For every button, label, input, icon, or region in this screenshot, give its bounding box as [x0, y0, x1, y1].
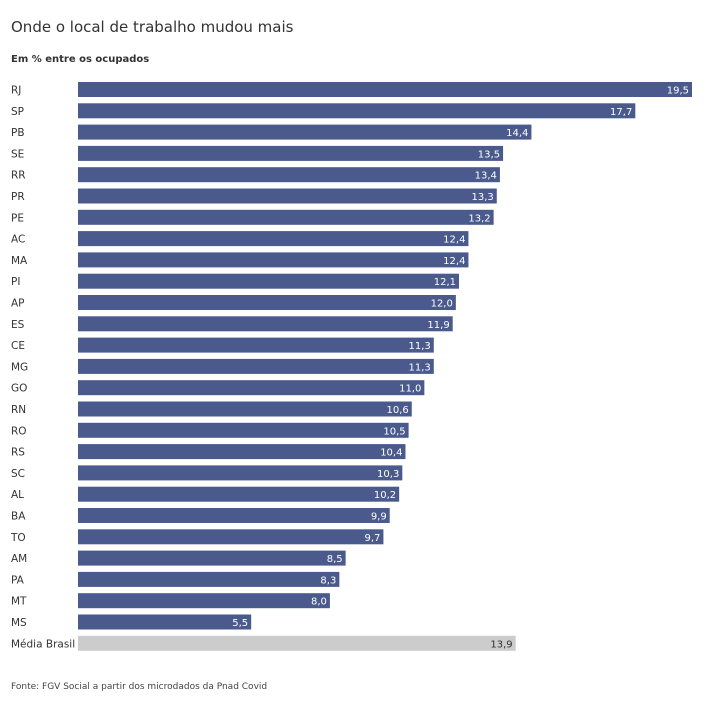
category-label: MA	[11, 255, 28, 267]
value-label: 13,3	[472, 192, 494, 203]
average-bar	[78, 635, 516, 651]
category-label: MG	[11, 361, 28, 373]
bar	[78, 295, 456, 310]
value-label: 8,0	[311, 597, 327, 608]
bar	[78, 124, 532, 140]
category-label: GO	[11, 383, 27, 395]
chart-subtitle: Em % entre os ocupados	[11, 54, 150, 65]
category-label: PR	[11, 191, 25, 203]
bar	[78, 380, 425, 396]
category-label: SE	[11, 148, 24, 160]
bar	[78, 316, 453, 332]
value-label: 13,4	[475, 171, 497, 182]
category-label: PI	[11, 276, 20, 288]
bar	[78, 465, 403, 481]
value-label: 13,9	[490, 639, 512, 650]
bar	[78, 82, 692, 97]
value-label: 10,5	[383, 426, 405, 437]
value-label: 19,5	[667, 86, 689, 97]
value-label: 14,4	[506, 128, 528, 139]
category-label: RN	[11, 404, 26, 416]
value-label: 10,2	[374, 490, 396, 501]
category-label: RS	[11, 447, 25, 459]
value-label: 9,9	[371, 512, 387, 523]
value-label: 13,5	[478, 149, 500, 160]
category-label: SC	[11, 468, 25, 480]
bar	[78, 167, 500, 183]
source-note: Fonte: FGV Social a partir dos microdado…	[11, 682, 268, 692]
category-label: AP	[11, 298, 25, 310]
category-label: AM	[11, 553, 27, 565]
value-label: 10,4	[380, 448, 402, 459]
category-label: AC	[11, 234, 25, 246]
category-label: PE	[11, 212, 24, 224]
category-label: MS	[11, 617, 27, 629]
value-label: 8,5	[327, 554, 343, 565]
bar	[78, 550, 346, 566]
bar	[78, 252, 469, 268]
value-label: 8,3	[320, 575, 336, 586]
bar	[78, 337, 434, 353]
bar	[78, 358, 434, 374]
category-label: Média Brasil	[11, 638, 75, 650]
category-label: RR	[11, 170, 26, 182]
category-label: BA	[11, 511, 26, 523]
bar	[78, 401, 412, 417]
category-label: MT	[11, 596, 27, 608]
category-label: SP	[11, 106, 24, 118]
bar	[78, 188, 497, 204]
category-label: PB	[11, 127, 25, 139]
value-label: 10,6	[386, 405, 408, 416]
value-label: 12,0	[431, 299, 453, 310]
bar	[78, 529, 384, 545]
value-label: 11,9	[427, 320, 449, 331]
bar	[78, 231, 469, 247]
value-label: 12,4	[443, 256, 465, 267]
value-label: 9,7	[365, 533, 381, 544]
bar	[78, 273, 459, 289]
category-label: RO	[11, 425, 27, 437]
bar	[78, 593, 330, 609]
value-label: 11,0	[399, 384, 421, 395]
value-label: 11,3	[409, 362, 431, 373]
category-label: TO	[10, 532, 26, 544]
bar	[78, 571, 340, 587]
bar	[78, 103, 636, 119]
value-label: 11,3	[409, 341, 431, 352]
value-label: 12,4	[443, 235, 465, 246]
category-label: PA	[11, 574, 25, 586]
value-label: 5,5	[232, 618, 248, 629]
value-label: 10,3	[377, 469, 399, 480]
bar	[78, 422, 409, 438]
value-label: 12,1	[434, 277, 456, 288]
bar	[78, 145, 504, 161]
category-label: CE	[11, 340, 25, 352]
bar	[78, 444, 406, 460]
category-label: ES	[11, 319, 25, 331]
bar	[78, 614, 252, 630]
category-label: AL	[11, 489, 24, 501]
category-label: RJ	[11, 85, 21, 97]
bar	[78, 508, 390, 523]
bar	[78, 209, 494, 225]
value-label: 13,2	[468, 213, 490, 224]
chart-title: Onde o local de trabalho mudou mais	[11, 18, 294, 36]
bar	[78, 486, 400, 502]
value-label: 17,7	[610, 107, 632, 118]
